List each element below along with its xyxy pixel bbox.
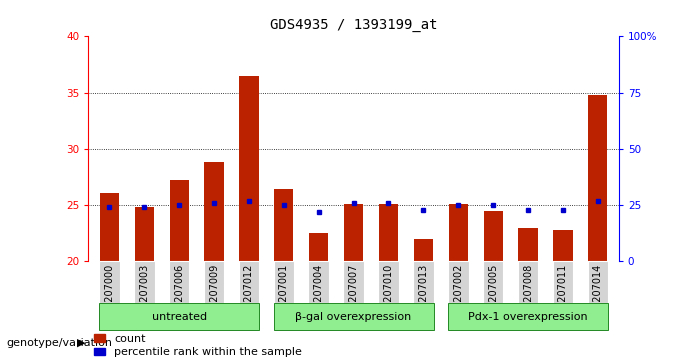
Text: GSM1207011: GSM1207011 [558, 264, 568, 329]
Text: GSM1207001: GSM1207001 [279, 264, 289, 329]
Bar [135, 207, 154, 261]
Legend: count, percentile rank within the sample: count, percentile rank within the sample [94, 334, 302, 358]
Text: GSM1207003: GSM1207003 [139, 264, 149, 329]
FancyBboxPatch shape [169, 261, 190, 303]
FancyBboxPatch shape [273, 261, 294, 303]
Bar [274, 189, 293, 261]
FancyBboxPatch shape [99, 303, 259, 330]
Text: untreated: untreated [152, 312, 207, 322]
FancyBboxPatch shape [309, 261, 329, 303]
Bar [379, 204, 398, 261]
FancyBboxPatch shape [378, 261, 398, 303]
Title: GDS4935 / 1393199_at: GDS4935 / 1393199_at [270, 19, 437, 33]
FancyBboxPatch shape [239, 261, 259, 303]
FancyBboxPatch shape [517, 261, 539, 303]
Text: GSM1207005: GSM1207005 [488, 264, 498, 329]
Text: GSM1207006: GSM1207006 [174, 264, 184, 329]
Bar [169, 180, 189, 261]
FancyBboxPatch shape [553, 261, 573, 303]
Text: GSM1207009: GSM1207009 [209, 264, 219, 329]
FancyBboxPatch shape [273, 303, 434, 330]
FancyBboxPatch shape [413, 261, 434, 303]
Text: GSM1207014: GSM1207014 [593, 264, 603, 329]
Text: Pdx-1 overexpression: Pdx-1 overexpression [469, 312, 588, 322]
Text: GSM1207010: GSM1207010 [384, 264, 394, 329]
FancyBboxPatch shape [448, 261, 469, 303]
Text: GSM1207007: GSM1207007 [349, 264, 358, 329]
FancyBboxPatch shape [343, 261, 364, 303]
Bar [588, 95, 607, 261]
FancyBboxPatch shape [483, 261, 503, 303]
Bar [554, 230, 573, 261]
Text: GSM1207008: GSM1207008 [523, 264, 533, 329]
Bar [205, 162, 224, 261]
Bar [483, 211, 503, 261]
Bar [449, 204, 468, 261]
Bar [414, 239, 433, 261]
Text: genotype/variation: genotype/variation [7, 338, 113, 348]
FancyBboxPatch shape [204, 261, 224, 303]
Text: GSM1207004: GSM1207004 [313, 264, 324, 329]
Bar [344, 204, 363, 261]
FancyBboxPatch shape [134, 261, 154, 303]
FancyBboxPatch shape [448, 303, 608, 330]
Text: ▶: ▶ [76, 338, 85, 348]
FancyBboxPatch shape [588, 261, 608, 303]
Text: β-gal overexpression: β-gal overexpression [296, 312, 411, 322]
FancyBboxPatch shape [99, 261, 120, 303]
Text: GSM1207013: GSM1207013 [418, 264, 428, 329]
Bar [100, 193, 119, 261]
Bar [309, 233, 328, 261]
Text: GSM1207012: GSM1207012 [244, 264, 254, 329]
Text: GSM1207000: GSM1207000 [104, 264, 114, 329]
Text: GSM1207002: GSM1207002 [454, 264, 463, 329]
Bar [518, 228, 538, 261]
Bar [239, 76, 258, 261]
